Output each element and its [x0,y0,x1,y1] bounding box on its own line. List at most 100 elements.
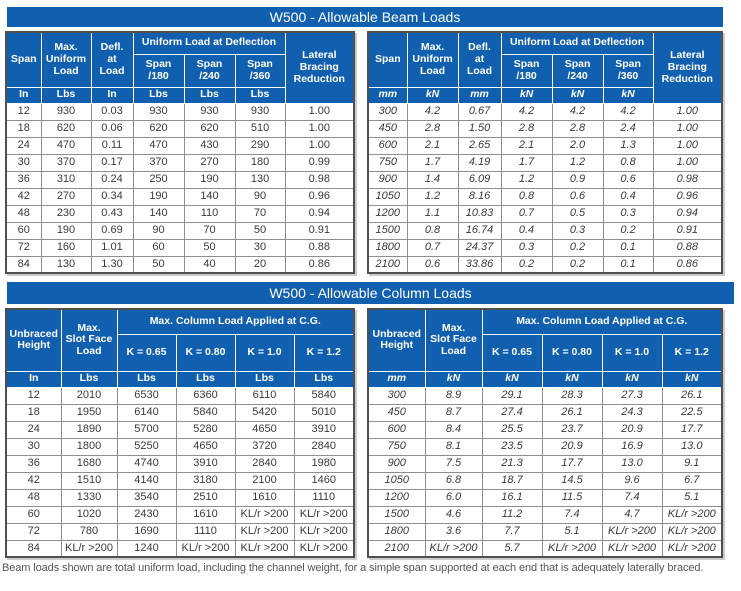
cell: 270 [183,153,236,172]
header-k-12: K = 1.2 [293,333,355,372]
cell: 4.2 [602,102,654,121]
cell: 5.1 [661,488,723,507]
unit-cell: kN [661,370,723,388]
header-row: Span Max. Uniform Load Defl. at Load Uni… [367,31,723,104]
cell: 0.94 [652,204,723,223]
table-row: 900 1.4 6.09 1.2 0.9 0.6 0.98 [367,170,723,189]
table-row: 18 620 0.06 620 620 510 1.00 [5,119,355,138]
cell: 8.16 [457,187,502,206]
cell: 2.8 [500,119,553,138]
cell: 13.0 [601,454,663,473]
cell: 26.1 [541,403,603,422]
cell: 110 [183,204,236,223]
cell: 1110 [175,522,236,541]
header-uniform-load-at-deflection: Uniform Load at Deflection [500,31,654,55]
cell: KL/r >200 [234,522,295,541]
cell: 470 [132,136,185,155]
cell: 2840 [293,437,355,456]
unit-cell: kN [601,370,663,388]
cell: 50 [132,255,185,274]
cell: 18.7 [481,471,543,490]
cell: 0.7 [500,204,553,223]
table-row: 450 2.8 1.50 2.8 2.8 2.4 1.00 [367,119,723,138]
cell: 140 [183,187,236,206]
cell: 36 [5,170,42,189]
cell: 4650 [175,437,236,456]
cell: 7.7 [481,522,543,541]
cell: 4.6 [424,505,483,524]
cell: 0.34 [90,187,134,206]
header-span-240: Span /240 [551,53,604,88]
header-row: Span /180 Span /240 Span /360 [368,53,722,88]
cell: 0.1 [602,255,654,274]
header-row: K = 0.65 K = 0.80 K = 1.0 K = 1.2 [6,333,355,372]
beam-imperial-body: 12 930 0.03 930 930 930 1.00 18 620 0.06 620 620 510… [5,102,355,274]
table-row: 750 1.7 4.19 1.7 1.2 0.8 1.00 [367,153,723,172]
cell: 1610 [234,488,295,507]
cell: 1020 [60,505,118,524]
cell: 0.96 [284,187,355,206]
cell: 2430 [116,505,177,524]
table-row: 300 4.2 0.67 4.2 4.2 4.2 1.00 [367,102,723,121]
table-row: 1200 1.1 10.83 0.7 0.5 0.3 0.94 [367,204,723,223]
cell: 23.5 [481,437,543,456]
cell: 160 [40,238,92,257]
unit-cell: Lbs [175,370,236,388]
column-tables-row: Unbraced Height Max. Slot Face Load Max.… [5,308,741,558]
cell: 0.69 [90,221,134,240]
beam-loads-table-metric: Span Max. Uniform Load Defl. at Load Uni… [367,31,724,274]
cell: 20.9 [541,437,603,456]
cell: 1950 [60,403,118,422]
cell: 930 [183,102,236,121]
cell: 7.4 [541,505,603,524]
cell: 2100 [234,471,295,490]
cell: 2510 [175,488,236,507]
unit-cell: In [90,86,134,104]
cell: KL/r >200 [601,539,663,558]
cell: 60 [5,221,42,240]
cell: 450 [367,403,426,422]
table-row: 12 2010 6530 6360 6110 5840 [5,386,355,405]
cell: 0.43 [90,204,134,223]
header-span: Span [367,31,408,88]
cell: 1.50 [457,119,502,138]
cell: 24.3 [601,403,663,422]
cell: KL/r >200 [234,505,295,524]
cell: 0.3 [602,204,654,223]
cell: 0.24 [90,170,134,189]
unit-cell: kN [551,86,604,104]
cell: 0.4 [602,187,654,206]
cell: 1240 [116,539,177,558]
cell: 11.2 [481,505,543,524]
cell: 2010 [60,386,118,405]
cell: 5700 [116,420,177,439]
beam-loads-table-imperial: Span Max. Uniform Load Defl. at Load Uni… [5,31,356,274]
cell: 5840 [175,403,236,422]
cell: 0.5 [551,204,604,223]
unit-cell: Lbs [60,370,118,388]
cell: 90 [234,187,286,206]
cell: 900 [367,454,426,473]
cell: 22.5 [661,403,723,422]
cell: 1200 [367,488,426,507]
cell: 18 [5,119,42,138]
cell: 60 [5,505,62,524]
cell: 84 [5,255,42,274]
unit-cell: In [5,370,62,388]
cell: 1.00 [652,119,723,138]
table-row: 1050 6.8 18.7 14.5 9.6 6.7 [367,471,723,490]
cell: 2.1 [500,136,553,155]
cell: 930 [132,102,185,121]
header-defl-at-load: Defl. at Load [90,31,134,88]
table-row: 1500 0.8 16.74 0.4 0.3 0.2 0.91 [367,221,723,240]
cell: 4.19 [457,153,502,172]
cell: 1.00 [284,119,355,138]
cell: 1680 [60,454,118,473]
column-metric-body: 300 8.9 29.1 28.3 27.3 26.1 450 8.7 27.4 26.1 24.3… [367,386,723,558]
cell: 4.7 [601,505,663,524]
cell: 1.00 [652,102,723,121]
cell: 0.8 [602,153,654,172]
cell: 4.2 [406,102,459,121]
cell: 6.09 [457,170,502,189]
header-max-slot-face-load: Max. Slot Face Load [60,308,118,372]
